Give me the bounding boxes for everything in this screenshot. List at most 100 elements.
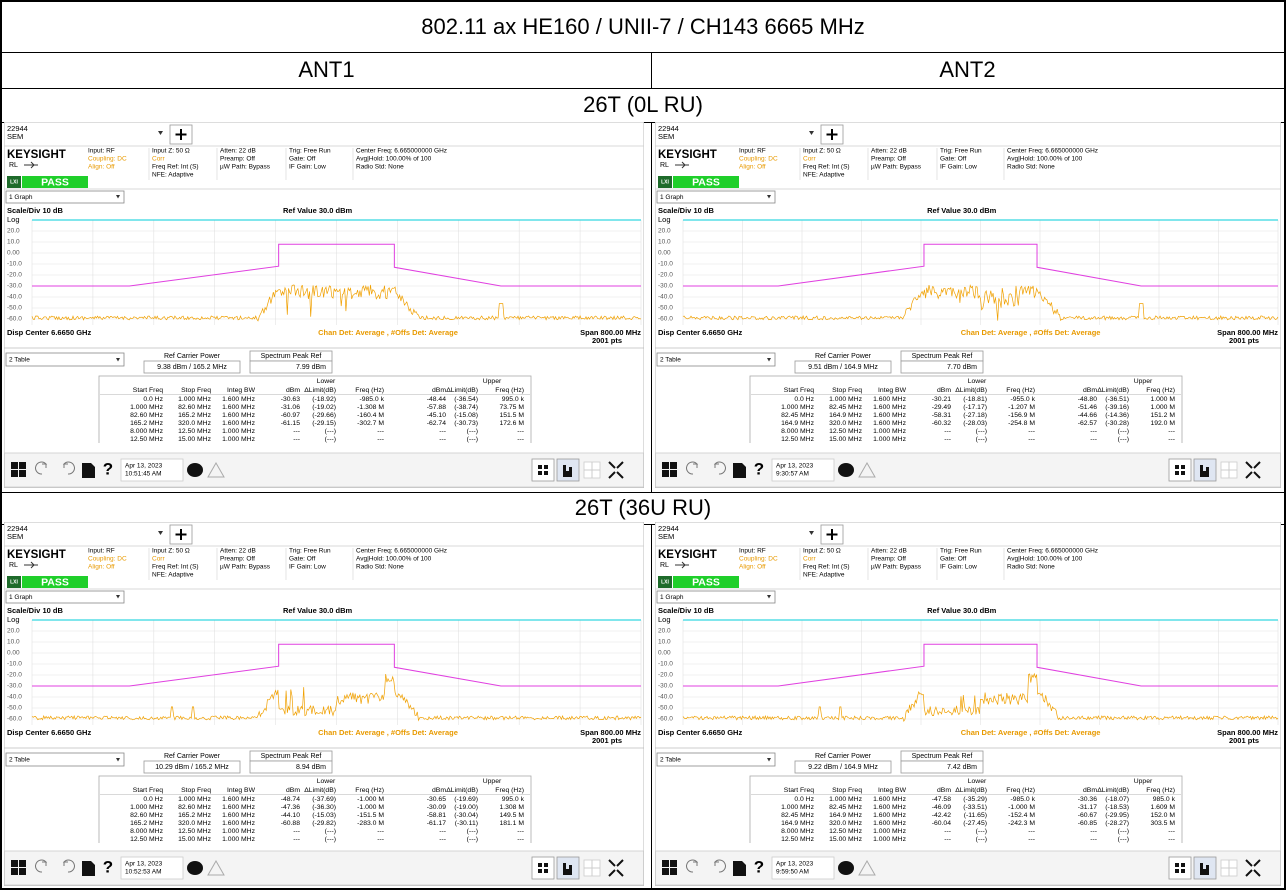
peak-label: Spectrum Peak Ref [261,753,322,760]
info-radio-std: Radio Std: None [356,564,404,571]
column-header: ΔLimit(dB) [1097,387,1129,394]
carrier-box [143,360,241,374]
windows-tile [670,860,677,867]
redo-button[interactable] [713,859,726,873]
table-cell: 1.000 MHz [781,404,814,411]
table-cell: -60.32 [932,420,951,427]
message-button[interactable] [187,861,203,875]
redo-button[interactable] [713,461,726,475]
file-button[interactable] [82,463,95,478]
table-cell: (-19.69) [454,796,478,803]
dropdown-arrow[interactable] [158,531,163,535]
peak-value: 7.99 dBm [296,364,326,371]
windows-tile [670,462,677,469]
layout-button[interactable] [531,856,555,880]
help-button[interactable]: ? [754,459,764,478]
windows-button[interactable] [11,860,26,875]
touch-button[interactable] [1193,458,1217,482]
column-header: Stop Freq [832,387,862,394]
graph-dropdown[interactable] [656,590,776,604]
lxi-label: LXI [661,579,669,585]
info-if-gain: IF Gain: Low [289,564,326,571]
touch-button[interactable] [556,458,580,482]
table-cell: (-29.82) [312,820,336,827]
layout-button[interactable] [1168,856,1192,880]
table-cell: (-29.15) [312,420,336,427]
fullscreen-button[interactable] [608,461,624,479]
section-title: 26T (36U RU) [574,495,712,520]
status-badge [22,576,88,588]
layout-tile [1175,869,1179,873]
table-frame [98,375,532,443]
table-cell: -47.36 [281,804,300,811]
info-trig: Trig: Free Run [289,148,331,155]
column-header: Freq (Hz) [1146,787,1175,794]
table-cell: -62.57 [1078,420,1097,427]
table-cell: 1.308 M [499,804,524,811]
alert-button[interactable] [858,461,876,478]
table-cell: --- [377,428,384,435]
windows-button[interactable] [662,860,677,875]
graph-dropdown[interactable] [5,590,125,604]
info-input-z: Input Z: 50 Ω [152,548,190,555]
alert-button[interactable] [207,859,225,876]
table-dropdown[interactable] [5,352,125,367]
windows-button[interactable] [662,462,677,477]
column-header: dBm [1083,387,1097,394]
windows-tile [662,860,669,867]
message-button[interactable] [838,861,854,875]
info-gate: Gate: Off [940,556,966,563]
layout-tile [538,471,542,475]
table-dropdown[interactable] [656,752,776,767]
windows-button[interactable] [11,462,26,477]
info-input: Input: RF [88,148,115,155]
touch-icon [1200,863,1209,875]
dropdown-arrow[interactable] [809,131,814,135]
table-cell: 15.00 MHz [178,836,211,843]
alert-button[interactable] [858,859,876,876]
table-cell: 1.600 MHz [873,420,906,427]
redo-button[interactable] [62,461,75,475]
message-button[interactable] [187,463,203,477]
fullscreen-button[interactable] [608,859,624,877]
table-dropdown[interactable] [5,752,125,767]
column-header: Integ BW [227,787,256,794]
file-button[interactable] [733,463,746,478]
undo-button[interactable] [686,461,699,475]
graph-dropdown[interactable] [5,190,125,204]
help-button[interactable]: ? [754,857,764,876]
windows-tile [662,470,669,477]
file-button[interactable] [82,861,95,876]
table-cell: --- [439,436,446,443]
scale-label: Scale/Div 10 dB [7,606,63,615]
message-button[interactable] [838,463,854,477]
table-dropdown[interactable] [656,352,776,367]
dropdown-arrow[interactable] [809,531,814,535]
file-button[interactable] [733,861,746,876]
undo-button[interactable] [686,859,699,873]
fullscreen-button[interactable] [1245,461,1261,479]
graph-dropdown[interactable] [656,190,776,204]
layout-button[interactable] [1168,458,1192,482]
table-cell: (---) [976,836,987,843]
undo-button[interactable] [35,461,48,475]
undo-button[interactable] [35,859,48,873]
column-header: ANT1 [298,57,355,82]
help-button[interactable]: ? [103,459,113,478]
alert-button[interactable] [207,461,225,478]
redo-button[interactable] [62,859,75,873]
column-header: ΔLimit(dB) [955,787,987,794]
touch-button[interactable] [556,856,580,880]
help-button[interactable]: ? [103,857,113,876]
touch-button[interactable] [1193,856,1217,880]
mode-label: SEM [7,132,23,141]
peak-box [900,760,984,774]
info-align: Align: Off [739,564,766,571]
layout-button[interactable] [531,458,555,482]
dropdown-arrow[interactable] [158,131,163,135]
peak-value: 7.70 dBm [947,364,977,371]
table-cell: 8.000 MHz [130,828,163,835]
fullscreen-button[interactable] [1245,859,1261,877]
detector-label: Chan Det: Average , #Offs Det: Average [318,728,458,737]
info-uw-path: µW Path: Bypass [220,164,271,171]
